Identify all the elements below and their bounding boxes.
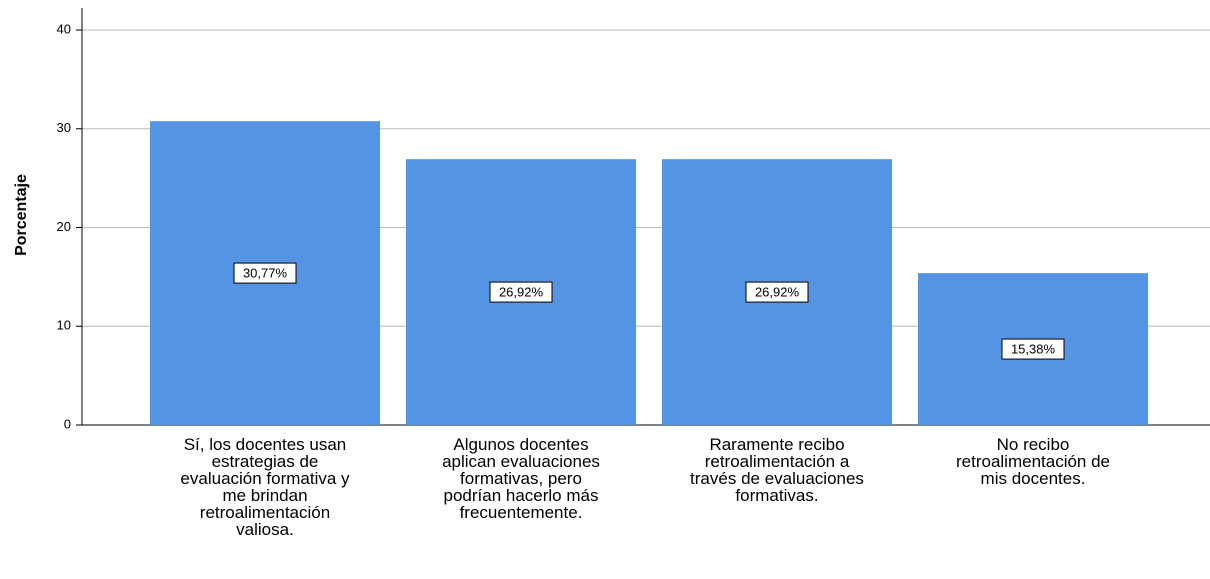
y-tick-label: 40 — [57, 21, 71, 36]
x-tick-label: No recibo retroalimentación de mis docen… — [955, 435, 1111, 488]
value-label-box — [745, 281, 809, 303]
x-tick-label: Algunos docentes aplican evaluaciones fo… — [442, 435, 600, 522]
value-label: 15,38% — [1011, 341, 1056, 356]
value-label-box — [1001, 338, 1065, 360]
value-label: 26,92% — [499, 285, 544, 300]
value-label-box — [233, 262, 297, 284]
y-tick-label: 20 — [57, 219, 71, 234]
value-label: 30,77% — [243, 266, 288, 281]
x-tick-label: Sí, los docentes usan estrategias de eva… — [180, 435, 350, 539]
y-tick-label: 10 — [57, 318, 71, 333]
value-label-box — [489, 281, 553, 303]
y-tick-label: 0 — [64, 416, 71, 431]
x-tick-label: Raramente recibo retroalimentación a tra… — [690, 435, 864, 505]
y-tick-label: 30 — [57, 120, 71, 135]
y-axis-label: Porcentaje — [13, 174, 30, 256]
value-label: 26,92% — [755, 285, 800, 300]
